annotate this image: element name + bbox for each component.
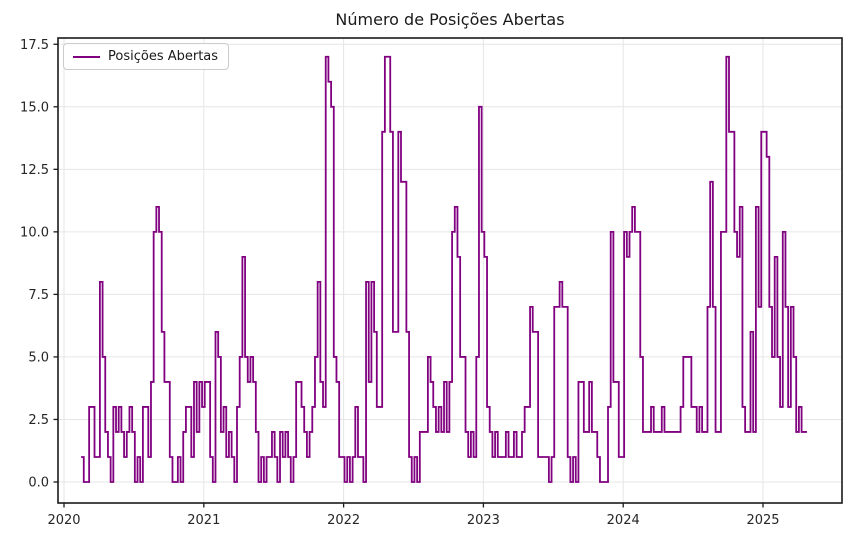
y-tick-label: 15.0: [20, 100, 49, 115]
y-tick-label: 17.5: [20, 38, 49, 53]
x-tick-label: 2022: [327, 513, 360, 528]
data-line: [81, 55, 807, 483]
legend-line-sample-icon: [73, 55, 100, 58]
y-tick-label: 5.0: [28, 350, 49, 365]
x-tick-label: 2021: [187, 513, 220, 528]
x-tick-label: 2023: [467, 513, 500, 528]
chart-title: Número de Posições Abertas: [335, 10, 565, 29]
y-tick-label: 0.0: [28, 475, 49, 490]
x-tick-label: 2025: [746, 513, 779, 528]
legend: Posições Abertas: [63, 43, 230, 70]
x-tick-label: 2024: [607, 513, 640, 528]
legend-label: Posições Abertas: [108, 49, 219, 64]
x-tick-label: 2020: [47, 513, 80, 528]
y-tick-label: 12.5: [20, 163, 49, 178]
y-tick-label: 10.0: [20, 225, 49, 240]
plot-frame: [57, 37, 843, 504]
y-tick-label: 2.5: [28, 413, 49, 428]
y-tick-label: 7.5: [28, 288, 49, 303]
